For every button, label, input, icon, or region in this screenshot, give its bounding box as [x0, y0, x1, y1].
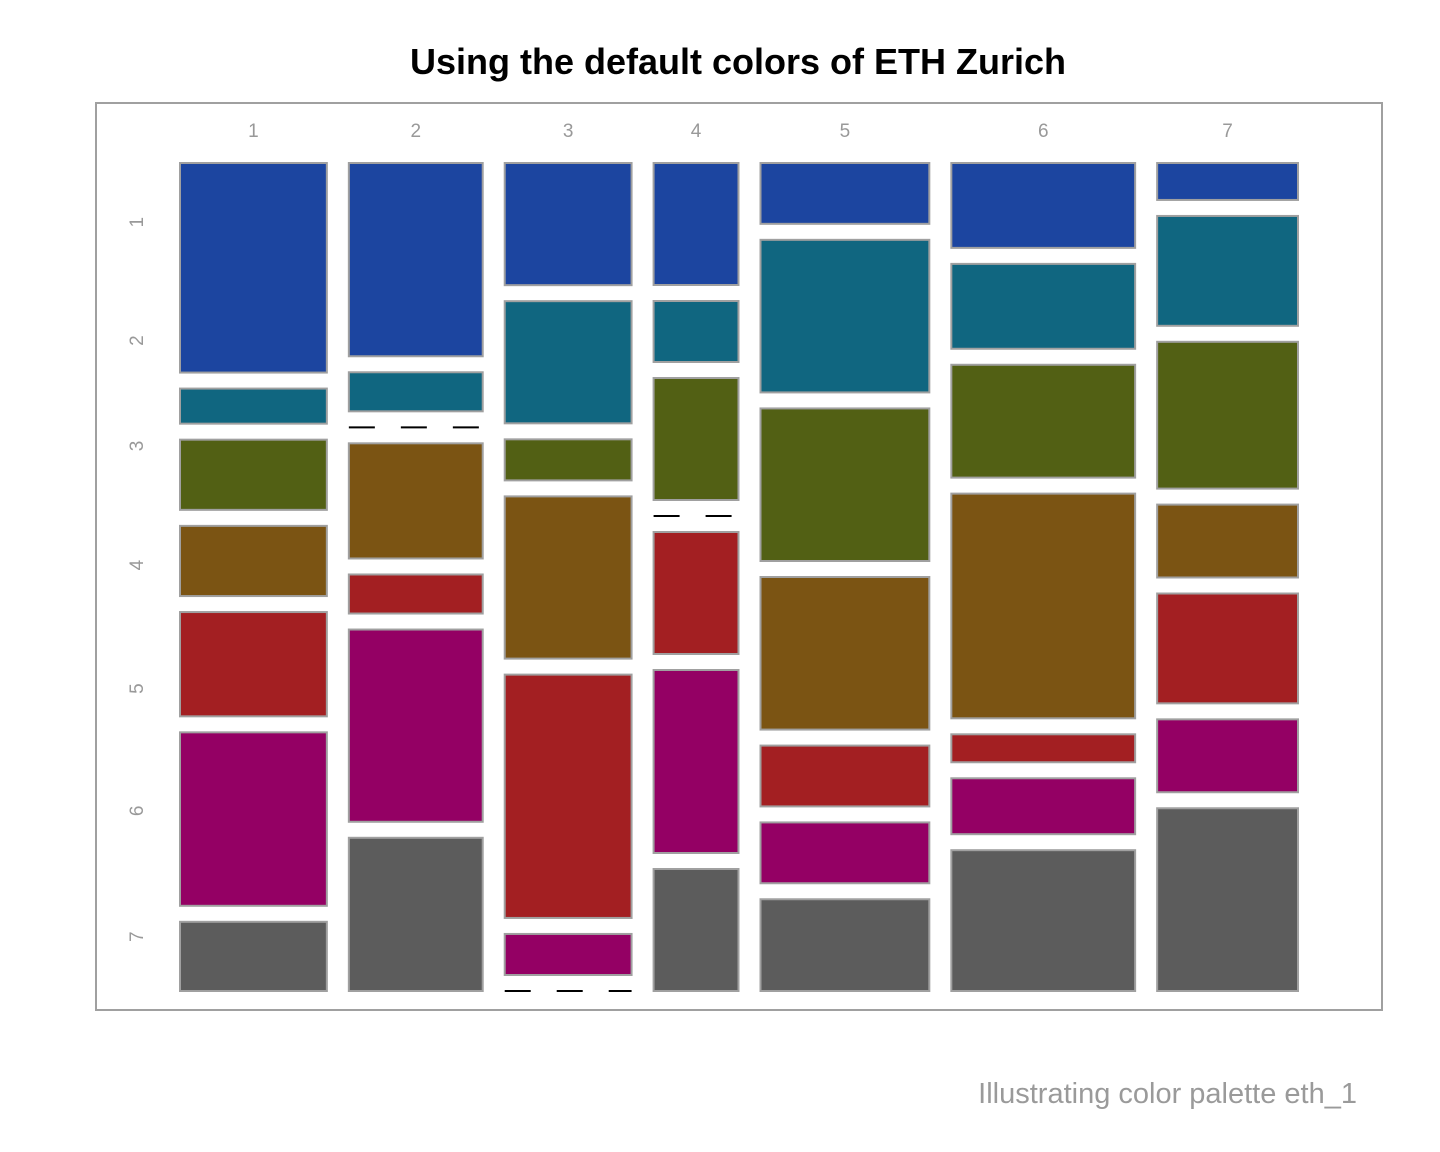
row-label: 7 [127, 931, 148, 942]
mosaic-cell [950, 849, 1137, 993]
row-label: 3 [127, 441, 148, 452]
mosaic-cell [503, 300, 633, 425]
mosaic-cell [179, 611, 328, 718]
mosaic-cell [759, 744, 931, 808]
mosaic-cell [759, 407, 931, 562]
chart-caption: Illustrating color palette eth_1 [978, 1078, 1357, 1110]
column-label: 2 [410, 121, 421, 142]
mosaic-cell [1156, 162, 1299, 201]
mosaic-cell [759, 238, 931, 394]
mosaic-cell [652, 868, 740, 992]
mosaic-cell [503, 932, 633, 976]
mosaic-cells [179, 162, 1299, 993]
mosaic-cell [950, 162, 1137, 249]
mosaic-cell [179, 438, 328, 511]
mosaic-cell [179, 162, 328, 374]
mosaic-cell [759, 821, 931, 885]
mosaic-cell [1156, 592, 1299, 705]
mosaic-cell [347, 162, 484, 358]
mosaic-cell [347, 628, 484, 823]
mosaic-cell [950, 733, 1137, 764]
mosaic-cell [652, 162, 740, 286]
row-label: 5 [127, 683, 148, 694]
mosaic-cell [179, 524, 328, 598]
mosaic-cell [759, 162, 931, 225]
row-label: 4 [127, 559, 148, 570]
column-label: 7 [1222, 121, 1233, 142]
mosaic-cell [179, 920, 328, 993]
mosaic-cell [950, 363, 1137, 479]
mosaic-cell [179, 387, 328, 425]
chart-title: Using the default colors of ETH Zurich [410, 41, 1066, 82]
mosaic-cell [179, 731, 328, 907]
mosaic-cell [1156, 718, 1299, 794]
mosaic-cell [503, 673, 633, 919]
column-label: 5 [840, 121, 851, 142]
mosaic-cell [950, 262, 1137, 350]
column-label: 3 [563, 121, 574, 142]
column-label: 4 [691, 121, 702, 142]
row-label: 2 [127, 335, 148, 346]
mosaic-cell [347, 442, 484, 560]
column-label: 1 [248, 121, 259, 142]
column-label: 6 [1038, 121, 1049, 142]
mosaic-cell [347, 836, 484, 993]
mosaic-cell [347, 371, 484, 413]
mosaic-cell [652, 377, 740, 501]
mosaic-cell [1156, 340, 1299, 490]
row-labels: 1 2 3 4 5 6 7 [127, 217, 148, 942]
mosaic-cell [652, 669, 740, 854]
row-label: 6 [127, 805, 148, 816]
mosaic-cell [950, 777, 1137, 836]
row-label: 1 [127, 217, 148, 228]
mosaic-cell [652, 531, 740, 655]
mosaic-cell [759, 576, 931, 731]
mosaic-cell [759, 898, 931, 992]
mosaic-cell [1156, 214, 1299, 327]
mosaic-cell [503, 438, 633, 482]
mosaic-cell [503, 162, 633, 287]
mosaic-cell [503, 495, 633, 660]
mosaic-cell [950, 492, 1137, 720]
plot-frame [95, 102, 1383, 1011]
mosaic-cell [347, 573, 484, 615]
mosaic-cell [1156, 807, 1299, 992]
mosaic-cell [652, 300, 740, 363]
mosaic-cell [1156, 503, 1299, 579]
column-labels: 1 2 3 4 5 6 7 [248, 121, 1233, 142]
